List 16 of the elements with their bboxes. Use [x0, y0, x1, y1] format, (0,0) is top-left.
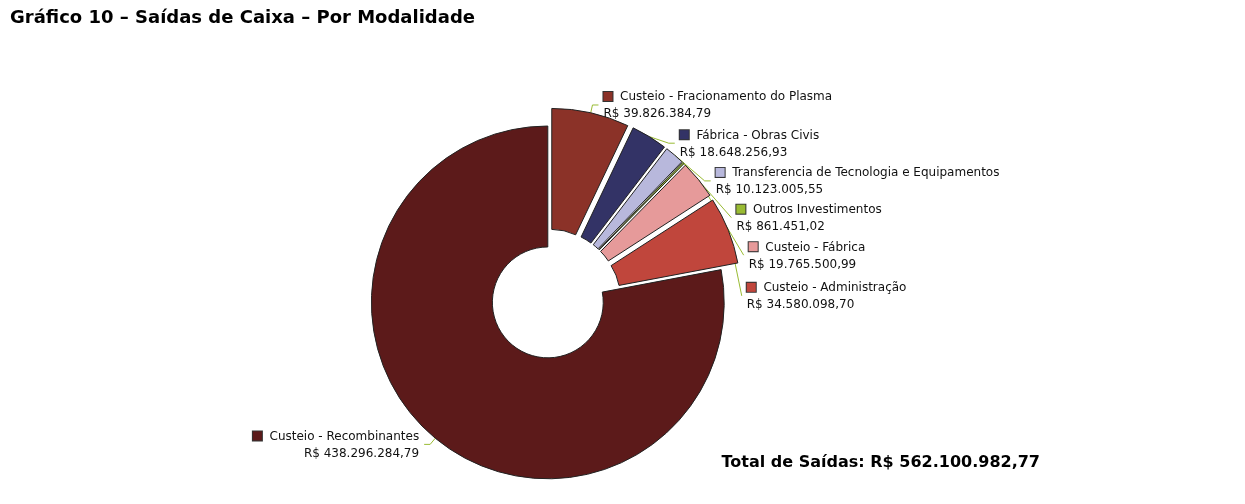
- data-label: R$ 18.648.256,93: [679, 144, 788, 159]
- chart-title: Gráfico 10 – Saídas de Caixa – Por Modalidade: [10, 5, 475, 27]
- legend-label: Custeio - Fracionamento do Plasma: [612, 89, 833, 104]
- legend-label: Fábrica - Obras Civis: [688, 127, 820, 142]
- data-label: R$ 438.296.284,79: [303, 445, 420, 460]
- data-label: R$ 10.123.005,55: [715, 182, 824, 197]
- legend-label: Custeio - Recombinantes: [261, 428, 420, 443]
- data-label: R$ 861.451,02: [736, 219, 825, 234]
- legend-label: Transferencia de Tecnologia e Equipamentos: [724, 165, 1000, 180]
- data-label: R$ 39.826.384,79: [603, 106, 712, 121]
- legend-label: Outros Investimentos: [745, 202, 882, 217]
- legend-label: Custeio - Administração: [755, 280, 907, 295]
- legend-label: Custeio - Fábrica: [757, 239, 866, 254]
- data-label: R$ 34.580.098,70: [746, 297, 855, 312]
- text: Total de Saídas: R$ 562.100.982,77: [721, 451, 1040, 471]
- data-label: R$ 19.765.500,99: [748, 256, 857, 271]
